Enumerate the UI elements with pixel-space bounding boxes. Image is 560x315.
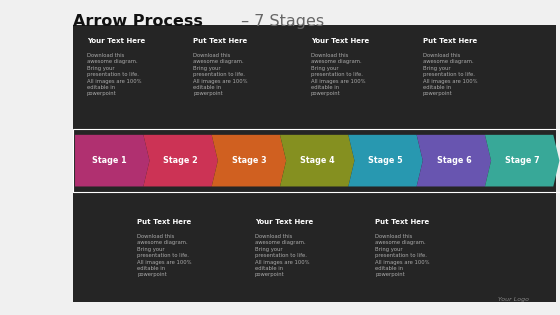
Text: Download this
awesome diagram.
Bring your
presentation to life.
All images are 1: Download this awesome diagram. Bring you… bbox=[255, 234, 309, 278]
Polygon shape bbox=[280, 135, 354, 186]
Text: Download this
awesome diagram.
Bring your
presentation to life.
All images are 1: Download this awesome diagram. Bring you… bbox=[193, 53, 248, 96]
Bar bbox=[73, 129, 560, 192]
Text: Stage 4: Stage 4 bbox=[300, 156, 334, 165]
Text: Stage 5: Stage 5 bbox=[368, 156, 403, 165]
Polygon shape bbox=[143, 135, 218, 186]
Text: Your Text Here: Your Text Here bbox=[255, 219, 313, 225]
Text: Download this
awesome diagram.
Bring your
presentation to life.
All images are 1: Download this awesome diagram. Bring you… bbox=[137, 234, 192, 278]
Text: Stage 3: Stage 3 bbox=[232, 156, 266, 165]
Bar bbox=[73, 25, 556, 302]
Text: Download this
awesome diagram.
Bring your
presentation to life.
All images are 1: Download this awesome diagram. Bring you… bbox=[311, 53, 365, 96]
Text: Arrow Process: Arrow Process bbox=[73, 14, 203, 29]
Text: Stage 6: Stage 6 bbox=[437, 156, 471, 165]
Text: – 7 Stages: – 7 Stages bbox=[236, 14, 324, 29]
Text: Stage 2: Stage 2 bbox=[163, 156, 198, 165]
Text: Put Text Here: Put Text Here bbox=[423, 38, 477, 44]
Text: Download this
awesome diagram.
Bring your
presentation to life.
All images are 1: Download this awesome diagram. Bring you… bbox=[375, 234, 430, 278]
Polygon shape bbox=[485, 135, 559, 186]
Text: Put Text Here: Put Text Here bbox=[375, 219, 430, 225]
Text: Download this
awesome diagram.
Bring your
presentation to life.
All images are 1: Download this awesome diagram. Bring you… bbox=[423, 53, 477, 96]
Polygon shape bbox=[75, 135, 150, 186]
Text: Stage 1: Stage 1 bbox=[92, 156, 127, 165]
Polygon shape bbox=[212, 135, 286, 186]
Text: Put Text Here: Put Text Here bbox=[137, 219, 192, 225]
Text: Your Logo: Your Logo bbox=[498, 297, 529, 302]
Text: Your Text Here: Your Text Here bbox=[311, 38, 369, 44]
Text: Download this
awesome diagram.
Bring your
presentation to life.
All images are 1: Download this awesome diagram. Bring you… bbox=[87, 53, 141, 96]
Polygon shape bbox=[417, 135, 491, 186]
Text: Stage 7: Stage 7 bbox=[505, 156, 539, 165]
Text: Put Text Here: Put Text Here bbox=[193, 38, 248, 44]
Polygon shape bbox=[348, 135, 423, 186]
Text: Your Text Here: Your Text Here bbox=[87, 38, 145, 44]
